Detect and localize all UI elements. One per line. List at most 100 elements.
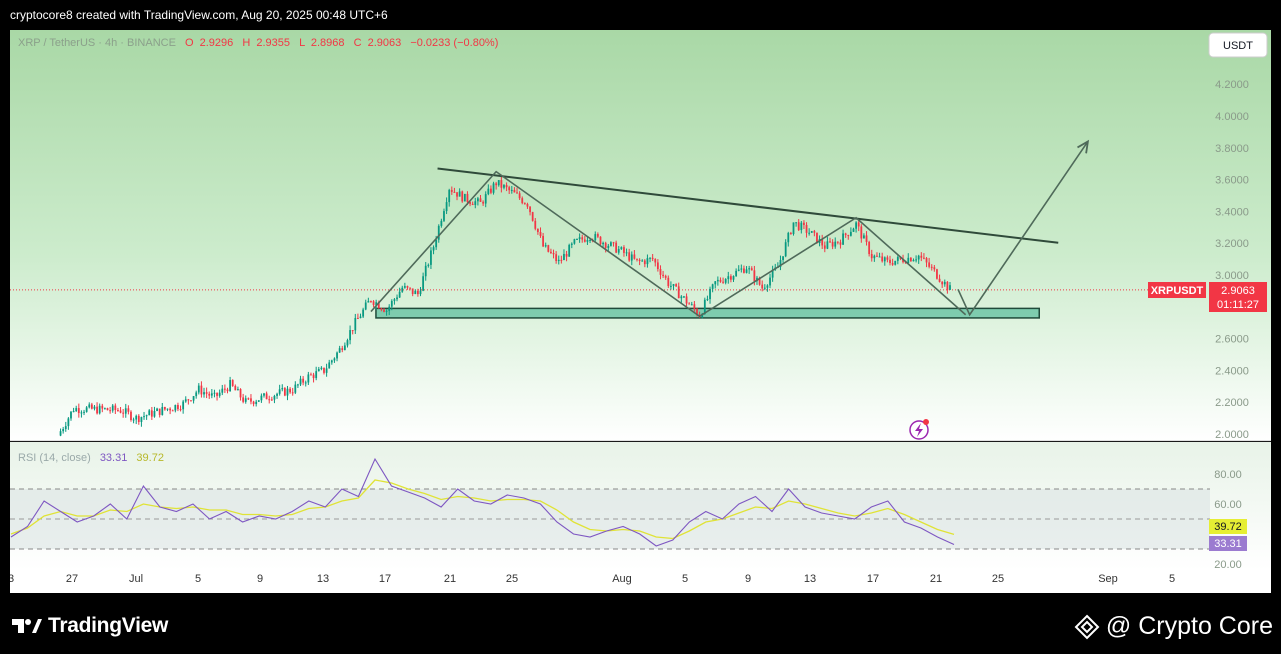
candle-body [706, 299, 709, 301]
price-tag-bg [1209, 282, 1267, 312]
currency-button[interactable]: USDT [1208, 32, 1268, 58]
candle-body [161, 406, 164, 415]
candle-body [821, 239, 824, 246]
candle-body [573, 239, 576, 244]
candle-body [77, 408, 80, 414]
candle-body [93, 406, 96, 409]
price-tick-label: 3.8000 [1215, 143, 1249, 155]
candle-body [435, 239, 438, 248]
candle-body [505, 185, 508, 188]
candle-body [291, 392, 294, 394]
candle-body [946, 281, 949, 290]
candle-body [430, 250, 432, 265]
candle-body [868, 241, 871, 255]
price-tick-label: 3.2000 [1215, 238, 1249, 250]
price-tag: XRPUSDT 2.9063 01:11:27 [1148, 282, 1267, 312]
candle-body [456, 192, 458, 197]
candle-body [132, 419, 135, 421]
candle-body [190, 400, 192, 402]
candle-body [826, 241, 829, 249]
time-tick-label: 5 [1169, 573, 1175, 585]
candle-body [531, 212, 534, 221]
candle-body [497, 180, 500, 186]
candle-body [208, 393, 211, 396]
candle-body [166, 408, 169, 410]
candle-body [568, 244, 571, 257]
candle-body [513, 189, 516, 193]
candle-body [719, 279, 722, 282]
candle-body [137, 415, 140, 423]
candle-body [936, 269, 938, 279]
candle-body [90, 404, 93, 409]
price-tick-label: 3.6000 [1215, 175, 1249, 187]
candle-body [716, 279, 719, 282]
candle-body [297, 384, 299, 386]
candle-body [873, 255, 876, 259]
candle-body [943, 281, 946, 285]
candle-body [268, 399, 271, 401]
candle-body [730, 276, 732, 280]
candle-body [667, 277, 670, 287]
candle-body [560, 259, 563, 261]
candle-body [740, 268, 743, 270]
candle-body [317, 369, 320, 372]
candle-body [563, 253, 565, 261]
candle-body [448, 189, 451, 203]
candle-body [583, 239, 586, 242]
candle-body [349, 330, 351, 341]
candle-body [753, 270, 756, 282]
time-tick-label: 21 [930, 573, 942, 585]
candle-body [938, 278, 941, 282]
candle-body [385, 310, 388, 312]
candle-body [758, 277, 761, 285]
candle-body [153, 411, 156, 417]
price-chart[interactable]: XRP / TetherUS · 4h · BINANCE O 2.9296 H… [8, 30, 1271, 593]
candle-body [70, 411, 72, 419]
candle-body [586, 240, 589, 242]
time-tick-label: 25 [506, 573, 518, 585]
lightning-alert-icon[interactable] [909, 419, 929, 440]
candle-body [330, 360, 333, 363]
candle-body [651, 257, 654, 260]
candle-body [359, 316, 362, 319]
candle-body [732, 276, 735, 280]
candle-body [620, 247, 623, 250]
candle-body [216, 392, 218, 396]
candle-body [122, 412, 125, 414]
candle-body [745, 269, 748, 273]
candle-body [417, 290, 419, 295]
candle-body [646, 258, 649, 265]
candle-body [150, 410, 153, 417]
time-tick-label: Sep [1098, 573, 1118, 585]
candle-body [466, 193, 469, 203]
candle-body [187, 399, 190, 401]
time-axis: 3 27 Jul 5 9 13 17 21 25 Aug 5 9 13 17 21 25 Sep 5 [8, 573, 1175, 585]
candle-body [315, 371, 318, 379]
candle-body [354, 317, 357, 331]
rsi-tick-label: 80.00 [1214, 469, 1242, 481]
candle-body [839, 242, 842, 245]
candle-body [244, 398, 247, 402]
candle-body [920, 255, 923, 258]
candle-body [516, 192, 518, 194]
candle-body [547, 245, 550, 252]
candle-body [886, 257, 889, 260]
candle-body [510, 189, 513, 191]
price-tick-label: 2.2000 [1215, 397, 1249, 409]
candle-body [693, 304, 696, 310]
candle-body [393, 299, 396, 301]
candle-body [200, 385, 203, 395]
candle-body [479, 198, 482, 202]
candle-body [782, 256, 784, 261]
candle-body [675, 284, 678, 287]
price-tick-label: 2.6000 [1215, 334, 1249, 346]
price-tag-countdown: 01:11:27 [1217, 299, 1259, 311]
candle-body [411, 288, 414, 295]
candle-body [894, 260, 897, 265]
candle-body [367, 301, 370, 303]
candle-body [145, 415, 148, 417]
candle-body [923, 257, 925, 259]
candle-body [380, 308, 383, 310]
candle-body [247, 398, 250, 400]
candle-body [106, 408, 109, 411]
